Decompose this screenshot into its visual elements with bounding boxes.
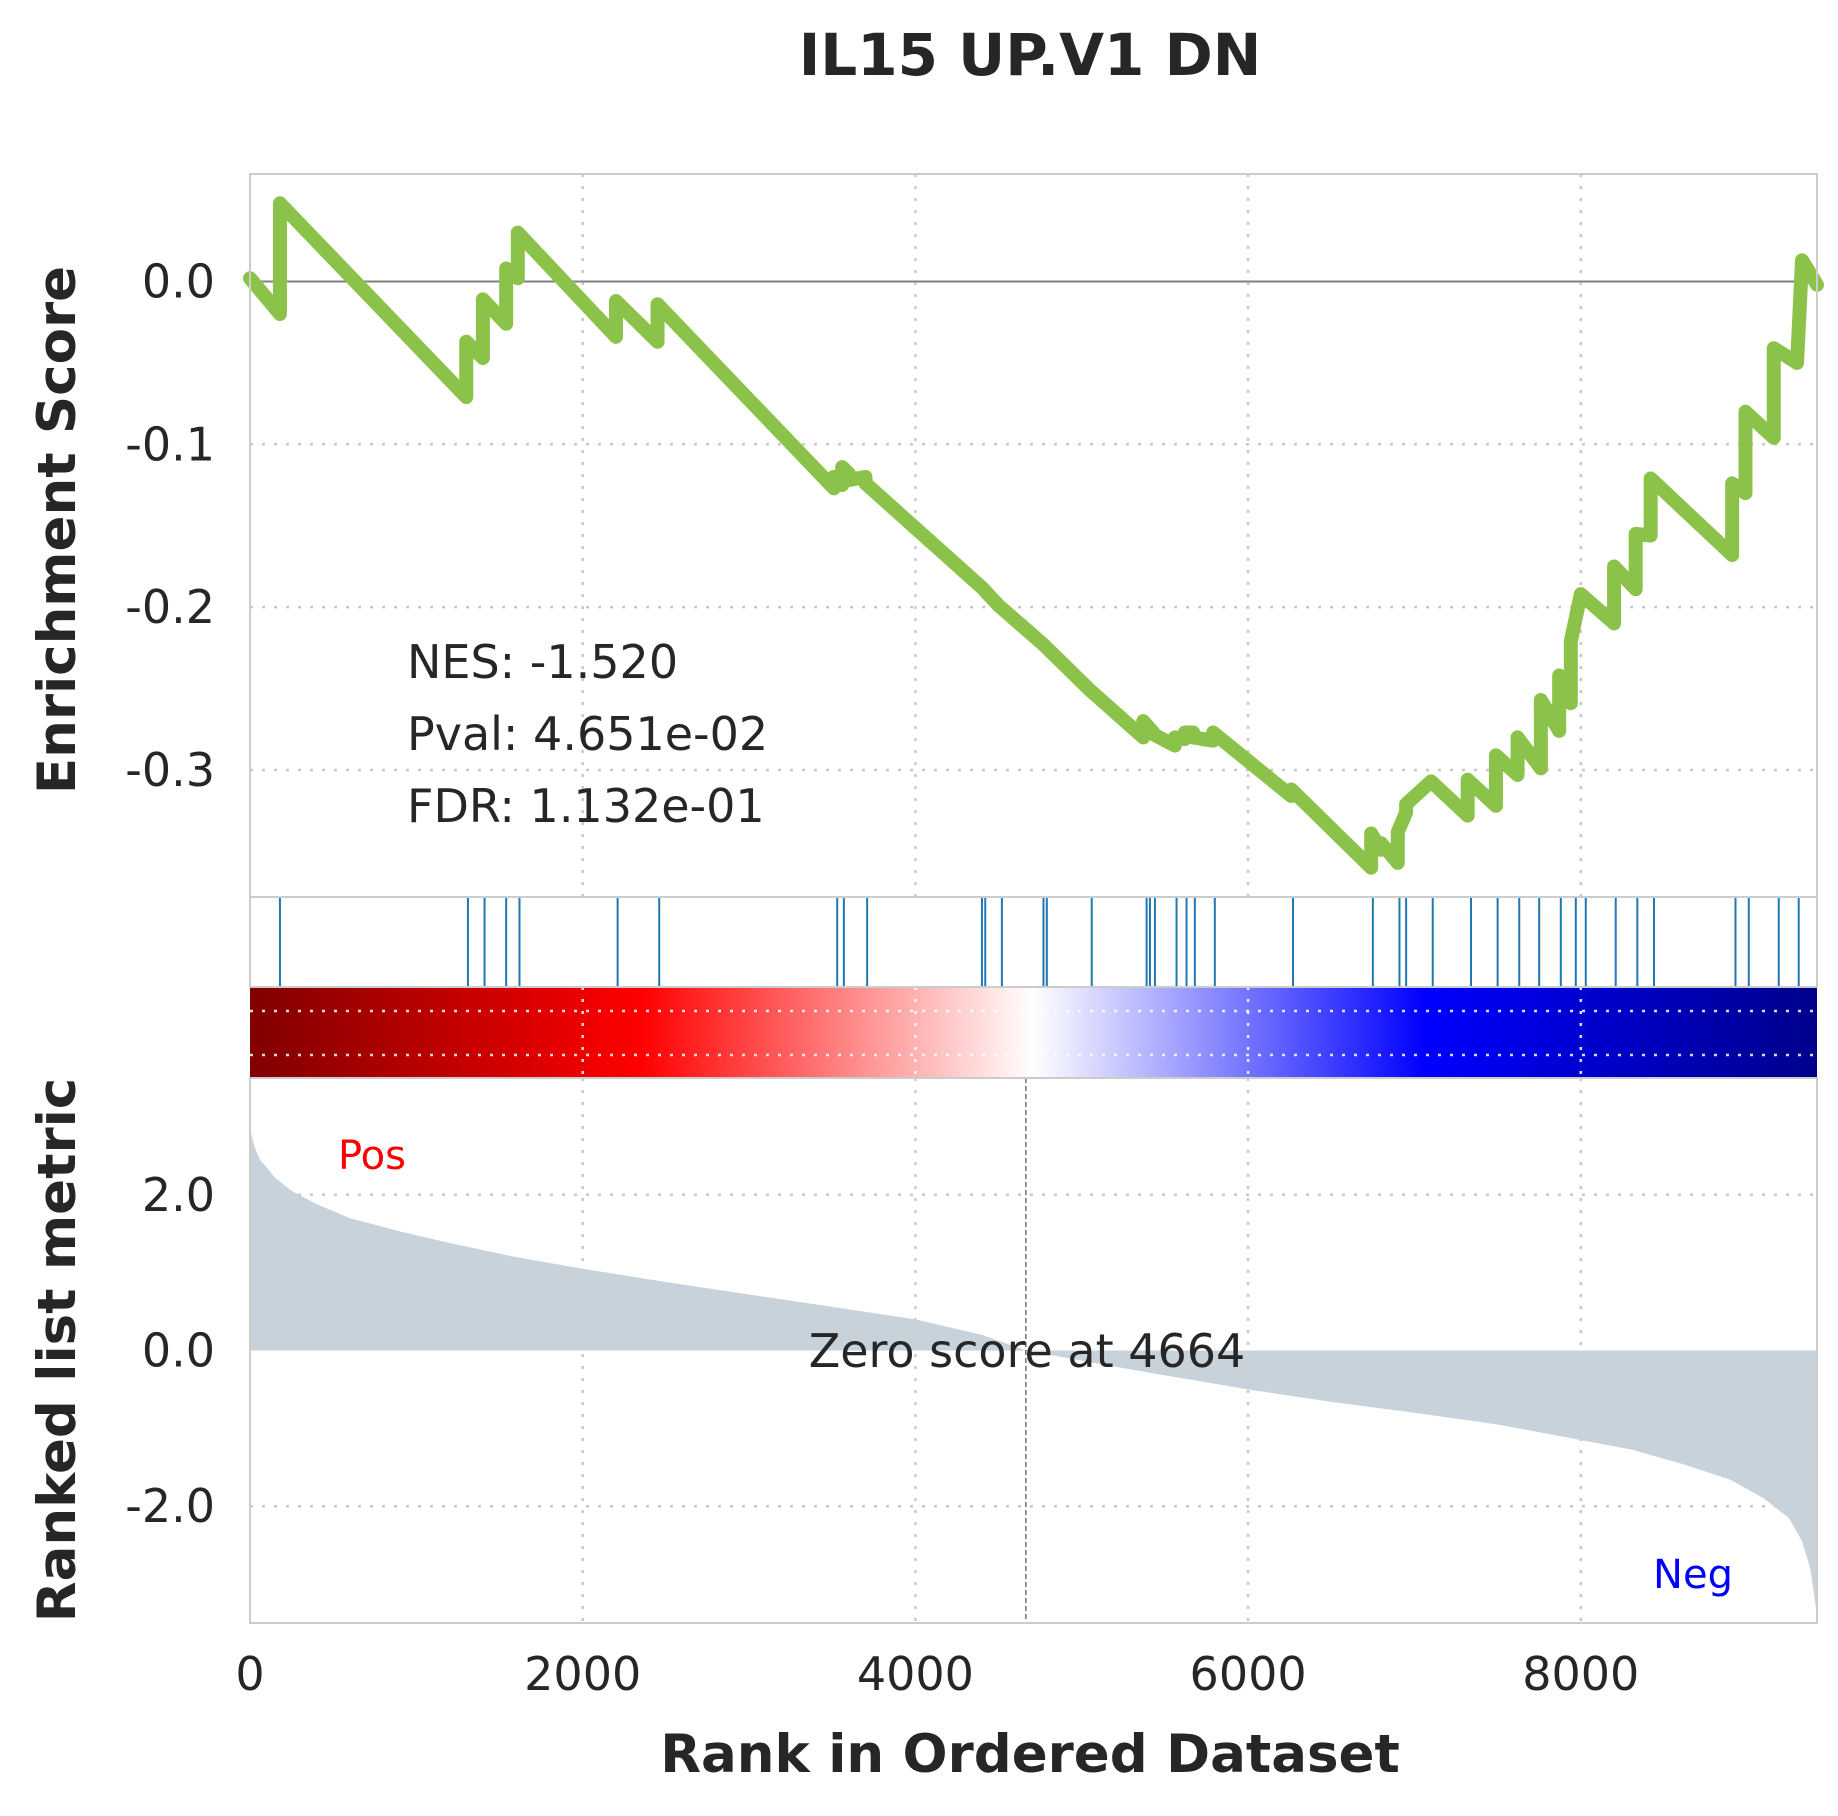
x-axis-label: Rank in Ordered Dataset [660,1724,1400,1785]
metric-y-ticks: 2.0 0.0 -2.0 [125,1168,215,1533]
x-tick-label: 2000 [524,1647,641,1701]
metric-y-tick-label: 0.0 [142,1324,215,1378]
enrichment-y-tick-label: -0.3 [125,743,215,797]
neg-label: Neg [1653,1552,1733,1598]
enrichment-y-tick-label: -0.2 [125,580,215,634]
enrichment-line [243,196,1824,875]
ranked-metric-area [250,1124,1817,1616]
rank-color-bar [250,987,1817,1078]
hits-panel-frame [249,896,1818,988]
pos-label: Pos [338,1133,406,1179]
metric-y-tick-label: -2.0 [125,1479,215,1533]
enrichment-y-label: Enrichment Score [27,266,88,794]
x-tick-label: 0 [235,1647,264,1701]
metric-y-label: Ranked list metric [27,1078,88,1622]
x-axis-ticks: 0 2000 4000 6000 8000 [235,1647,1639,1701]
enrichment-y-tick-label: 0.0 [142,254,215,308]
enrichment-y-ticks: 0.0 -0.1 -0.2 -0.3 [125,254,215,797]
fdr-annotation: FDR: 1.132e-01 [407,779,765,833]
metric-y-tick-label: 2.0 [142,1168,215,1222]
chart-title: IL15 UP.V1 DN [799,21,1262,89]
enrichment-grid [250,174,1817,897]
zero-score-annotation: Zero score at 4664 [809,1324,1246,1378]
x-tick-label: 4000 [857,1647,974,1701]
metric-panel-frame [249,1077,1818,1624]
enrichment-y-tick-label: -0.1 [125,417,215,471]
x-tick-label: 8000 [1522,1647,1639,1701]
pval-annotation: Pval: 4.651e-02 [407,707,768,761]
gene-hit-ticks [278,897,1800,987]
nes-annotation: NES: -1.520 [407,635,678,689]
x-tick-label: 6000 [1190,1647,1307,1701]
